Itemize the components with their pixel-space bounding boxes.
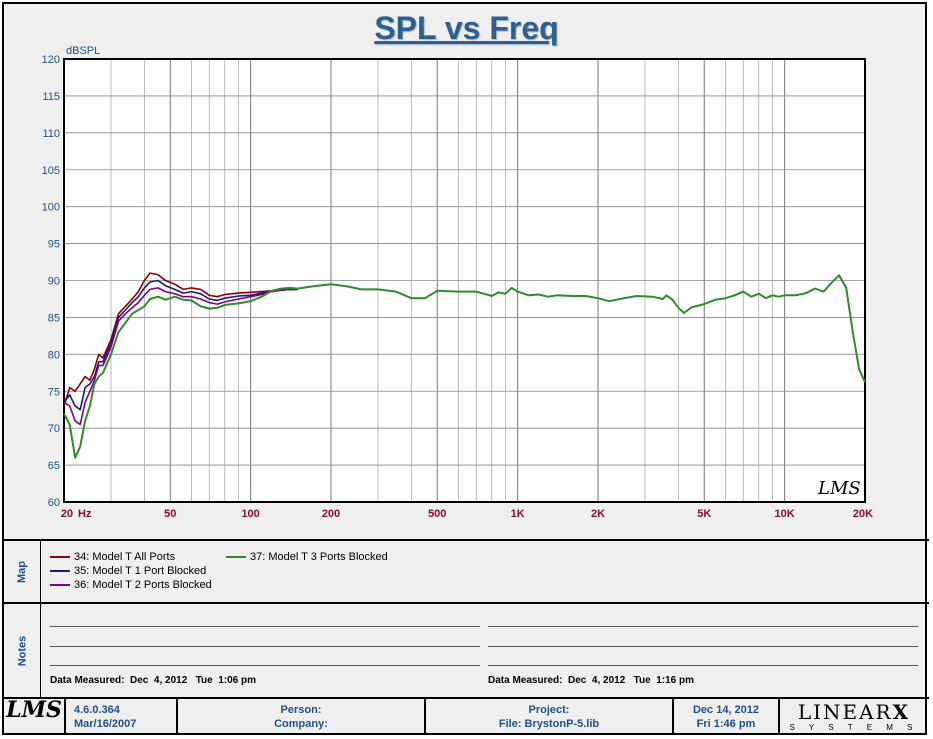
legend-swatch	[50, 556, 70, 558]
company-label: Company:	[274, 718, 328, 730]
y-tick-label: 85	[48, 312, 60, 324]
legend-label: 37: Model T 3 Ports Blocked	[250, 551, 388, 563]
note-line	[488, 665, 918, 666]
file-label: File: BrystonP-5.lib	[498, 718, 600, 730]
y-tick-label: 75	[48, 386, 60, 398]
note-line	[50, 646, 480, 647]
divider	[4, 539, 929, 541]
lms-logo: LMS	[6, 697, 62, 723]
y-tick-label: 80	[48, 349, 60, 361]
y-tick-label: 115	[42, 91, 60, 103]
y-tick-label: 95	[48, 239, 60, 251]
measured-left: Data Measured: Dec 4, 2012 Tue 1:06 pm	[50, 675, 257, 686]
footer-time: Fri 1:46 pm	[696, 718, 756, 730]
footer-version-box: 4.6.0.364 Mar/16/2007	[66, 699, 178, 735]
footer-date-box: Dec 14, 2012 Fri 1:46 pm	[674, 699, 780, 735]
series-line-2	[63, 279, 298, 411]
y-tick-label: 60	[48, 497, 60, 509]
project-label: Project:	[528, 704, 570, 716]
person-label: Person:	[280, 704, 322, 716]
legend-label: 35: Model T 1 Port Blocked	[74, 565, 207, 577]
footer-project-box: Project: File: BrystonP-5.lib	[426, 699, 674, 735]
measured-right: Data Measured: Dec 4, 2012 Tue 1:16 pm	[488, 675, 695, 686]
y-tick-label: 100	[42, 202, 60, 214]
brand-subtitle: S Y S T E M S	[789, 723, 919, 732]
x-tick-label: 1K	[511, 508, 525, 520]
x-tick-label: 10K	[775, 508, 795, 520]
legend-swatch	[226, 556, 246, 558]
spl-chart: 60 65 70 75 80 85 90 95 100 105 110 115 120 dBSPL 20 50…	[42, 45, 874, 520]
plot-border	[63, 58, 866, 503]
x-tick-label: 5K	[697, 508, 711, 520]
y-tick-label: 90	[48, 276, 60, 288]
chart-title: SPL vs Freq	[374, 10, 559, 46]
footer-person-box: Person: Company:	[178, 699, 426, 735]
legend-label: 34: Model T All Ports	[74, 551, 176, 563]
footer-logo-box: LMS	[4, 699, 66, 735]
legend-item: 36: Model T 2 Ports Blocked	[50, 579, 212, 591]
x-axis-label: Hz	[78, 508, 92, 520]
version: 4.6.0.364	[74, 704, 120, 716]
note-line	[488, 626, 918, 627]
notes-panel-label: Notes	[4, 604, 41, 697]
note-line	[50, 626, 480, 627]
x-tick-label: 2K	[591, 508, 605, 520]
y-axis-label: dBSPL	[66, 45, 100, 57]
note-line	[50, 665, 480, 666]
series-line-1	[63, 272, 298, 407]
y-tick-label: 110	[42, 128, 60, 140]
series-line-3	[63, 287, 298, 426]
y-tick-label: 70	[48, 423, 60, 435]
x-tick-label: 200	[322, 508, 340, 520]
legend-item: 34: Model T All Ports	[50, 551, 175, 563]
divider	[4, 602, 929, 604]
legend-swatch	[50, 570, 70, 572]
y-tick-label: 120	[42, 54, 60, 66]
x-tick-label: 100	[241, 508, 259, 520]
legend-swatch	[50, 584, 70, 586]
legend-label: 36: Model T 2 Ports Blocked	[74, 579, 212, 591]
x-tick-label: 500	[428, 508, 446, 520]
version-date: Mar/16/2007	[74, 718, 137, 730]
brand-logo: LINEARX	[797, 700, 911, 724]
map-panel-label: Map	[4, 541, 41, 602]
legend-item: 35: Model T 1 Port Blocked	[50, 565, 206, 577]
x-tick-label: 20K	[853, 508, 873, 520]
legend-item: 37: Model T 3 Ports Blocked	[226, 551, 388, 563]
lms-watermark: LMS	[817, 478, 861, 499]
footer-date: Dec 14, 2012	[692, 704, 760, 716]
y-tick-label: 105	[42, 165, 60, 177]
footer-brand-box: LINEARX S Y S T E M S	[780, 699, 928, 735]
y-tick-label: 65	[48, 460, 60, 472]
note-line	[488, 646, 918, 647]
series-line-4	[63, 274, 866, 459]
x-tick-label: 20	[61, 508, 73, 520]
x-tick-label: 50	[164, 508, 176, 520]
divider	[4, 697, 929, 699]
